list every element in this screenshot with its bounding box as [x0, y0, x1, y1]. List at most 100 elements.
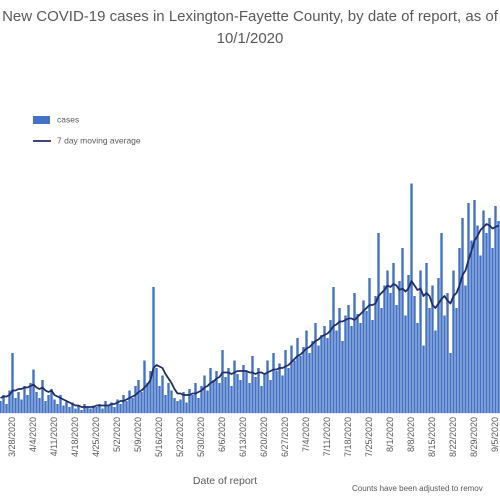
bar [365, 311, 368, 413]
bar [443, 315, 446, 413]
bar [227, 368, 230, 413]
moving-average-line [0, 223, 499, 408]
bar [293, 360, 296, 413]
bar [50, 389, 53, 413]
bar [62, 405, 65, 413]
bar [32, 369, 35, 413]
legend-label: cases [57, 114, 79, 124]
bar [14, 398, 17, 413]
bar [44, 401, 47, 413]
bar [284, 350, 287, 413]
bar [5, 404, 8, 413]
bar [428, 308, 431, 413]
bar [206, 390, 209, 413]
bar [167, 383, 170, 413]
bar [422, 345, 425, 413]
x-tick-label: 6/6/2020 [217, 417, 227, 452]
bar [71, 402, 74, 413]
bar [11, 353, 14, 413]
bar [128, 390, 131, 413]
bar [461, 218, 464, 413]
bar [314, 323, 317, 413]
bar [191, 395, 194, 413]
bar [497, 221, 500, 413]
bar [326, 338, 329, 413]
bar [59, 395, 62, 413]
bar [65, 401, 68, 413]
x-tick-label: 5/23/2020 [175, 417, 185, 457]
bar [131, 398, 134, 413]
bar [137, 380, 140, 413]
bar [446, 293, 449, 413]
bar [482, 210, 485, 413]
bar [308, 353, 311, 413]
x-tick-label: 7/25/2020 [364, 417, 374, 457]
bar [236, 374, 239, 413]
bar [278, 363, 281, 413]
x-tick-label: 7/4/2020 [301, 417, 311, 452]
x-tick-label: 7/18/2020 [343, 417, 353, 457]
bar [317, 345, 320, 413]
bar [113, 407, 116, 413]
bar [17, 392, 20, 413]
bar [272, 353, 275, 413]
x-tick-label: 7/11/2020 [322, 417, 332, 456]
bar [155, 368, 158, 413]
bar [389, 293, 392, 413]
bar [491, 248, 494, 413]
bar [374, 296, 377, 413]
bar [101, 408, 104, 413]
bar [188, 389, 191, 413]
bar [476, 225, 479, 413]
bar [215, 371, 218, 413]
x-tick-label: 6/13/2020 [238, 417, 248, 457]
x-tick-label: 4/25/2020 [91, 417, 101, 457]
bar [80, 410, 83, 413]
bar [2, 395, 5, 413]
bar [359, 323, 362, 413]
bar [434, 330, 437, 413]
bar [125, 401, 128, 413]
bar [386, 270, 389, 413]
x-axis-title: Date of report [193, 475, 257, 487]
bar [218, 383, 221, 413]
bar [419, 270, 422, 413]
bar [485, 233, 488, 413]
x-tick-label: 8/29/2020 [469, 417, 479, 457]
bar [458, 248, 461, 413]
x-tick-label: 4/18/2020 [70, 417, 80, 457]
bar [104, 401, 107, 413]
bar [353, 293, 356, 413]
legend-swatch [33, 116, 50, 124]
bar [176, 401, 179, 413]
bar [29, 383, 32, 413]
bar [200, 386, 203, 413]
bar [305, 330, 308, 413]
bar [425, 263, 428, 413]
bar [479, 255, 482, 413]
bar [350, 326, 353, 413]
bar [401, 248, 404, 413]
bar [110, 402, 113, 413]
bar [407, 275, 410, 413]
bar [356, 314, 359, 413]
bar [344, 315, 347, 413]
bar [182, 392, 185, 413]
bar [26, 395, 29, 413]
bar [383, 285, 386, 413]
bar [437, 278, 440, 413]
bar [194, 383, 197, 413]
bar [371, 320, 374, 413]
bar [38, 398, 41, 413]
x-tick-label: 4/4/2020 [28, 417, 38, 452]
bar [287, 368, 290, 413]
bar [380, 308, 383, 413]
bar [335, 330, 338, 413]
bar [161, 375, 164, 413]
bar [398, 281, 401, 413]
bar [338, 308, 341, 413]
x-tick-label: 8/15/2020 [427, 417, 437, 457]
x-tick-label: 8/8/2020 [406, 417, 416, 452]
bar [86, 407, 89, 413]
